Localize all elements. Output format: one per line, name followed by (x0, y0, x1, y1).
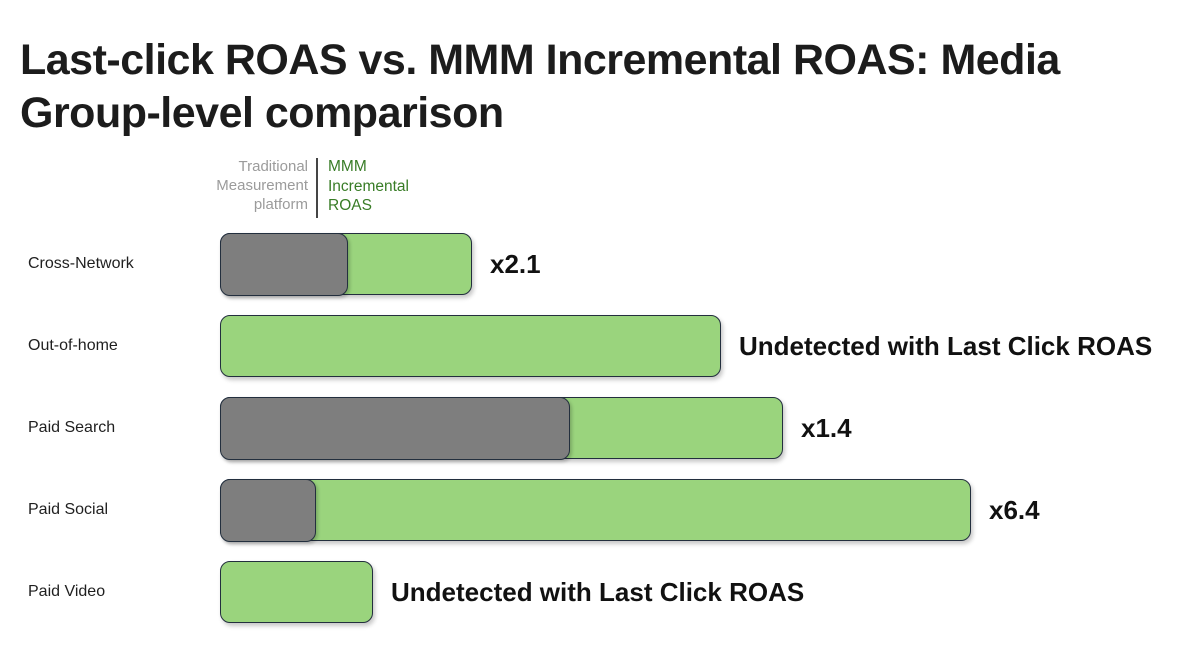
legend-right-line: MMM (328, 158, 367, 175)
legend-left-line: Traditional (238, 158, 308, 175)
bar-annotation: x2.1 (490, 248, 541, 279)
legend-right-line: Incremental (328, 177, 409, 195)
legend-mmm-incremental-roas: MMM Incremental ROAS (328, 157, 409, 216)
chart-row-paid-social: Paid Social x6.4 (28, 469, 1189, 551)
bar-last-click (219, 478, 316, 542)
bar-mmm-incremental (219, 232, 472, 296)
legend-left-line: platform (253, 196, 308, 213)
bar-last-click (219, 396, 570, 460)
chart-row-out-of-home: Out-of-home Undetected with Last Click R… (28, 305, 1189, 387)
chart-title-line1: Last-click ROAS vs. MMM Incremental ROAS… (20, 36, 1060, 84)
bar-mmm-incremental (220, 315, 721, 377)
chart-row-paid-search: Paid Search x1.4 (28, 387, 1189, 469)
category-label: Paid Video (28, 583, 106, 600)
bar-annotation: Undetected with Last Click ROAS (739, 330, 1153, 361)
category-label: Out-of-home (28, 337, 118, 354)
category-label: Paid Search (28, 419, 116, 436)
category-label: Cross-Network (28, 255, 134, 272)
legend-left-line: Measurement (216, 177, 308, 194)
legend-divider (316, 158, 318, 218)
chart-row-cross-network: Cross-Network x2.1 (28, 223, 1189, 305)
chart-title: Last-click ROAS vs. MMM Incremental ROAS… (20, 34, 1170, 140)
legend-right-line: ROAS (328, 197, 372, 214)
bar-last-click (219, 232, 348, 296)
category-label: Paid Social (28, 501, 109, 518)
bar-mmm-incremental (219, 478, 971, 542)
bar-mmm-incremental (219, 396, 783, 460)
chart-title-line2: Group-level comparison (20, 89, 504, 137)
legend-traditional-measurement: Traditional Measurement platform (100, 157, 308, 214)
bar-mmm-incremental (220, 561, 373, 623)
chart-row-paid-video: Paid Video Undetected with Last Click RO… (28, 551, 1189, 633)
bar-annotation: x1.4 (801, 412, 852, 443)
bar-chart: Cross-Network x2.1 Out-of-home Undetecte… (28, 223, 1189, 633)
bar-annotation: x6.4 (989, 494, 1040, 525)
bar-annotation: Undetected with Last Click ROAS (391, 576, 805, 607)
